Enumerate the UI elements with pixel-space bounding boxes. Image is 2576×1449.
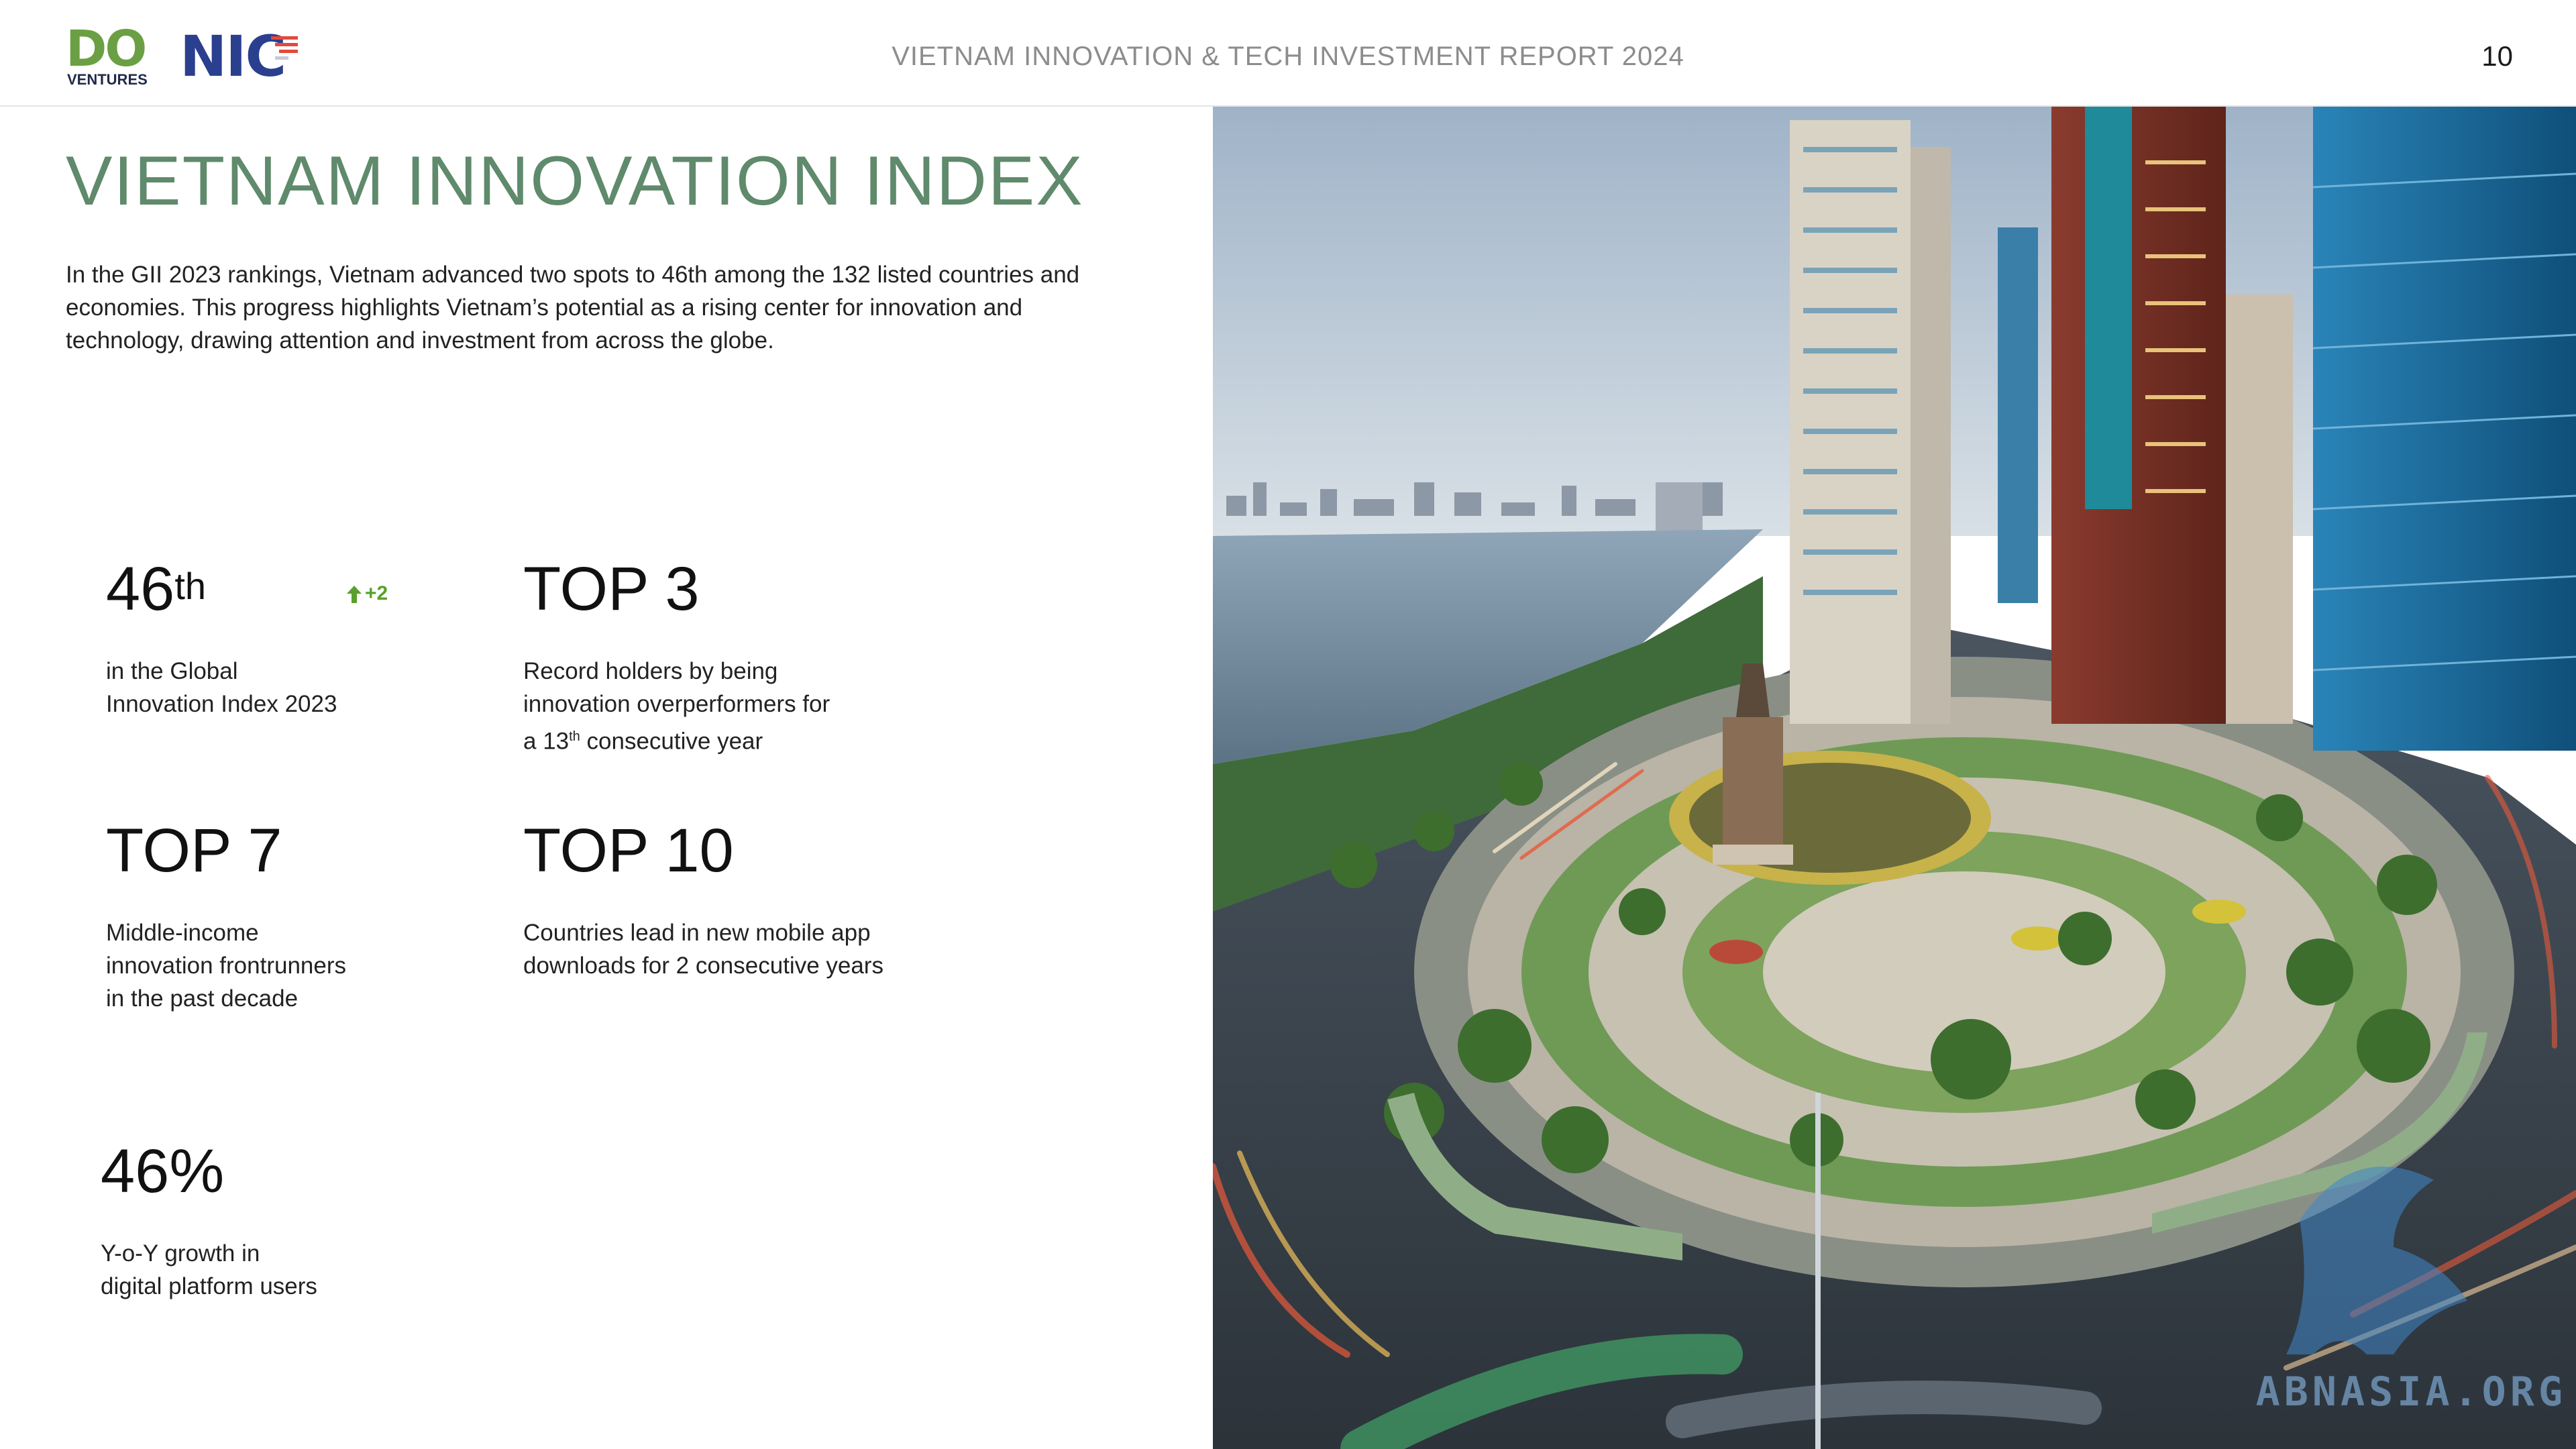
- nic-logo: NIC: [180, 24, 301, 85]
- stat-rank-suffix: th: [174, 565, 207, 607]
- stat-growth-desc: Y-o-Y growth in digital platform users: [101, 1240, 317, 1299]
- stat-top3-desc-line3-sup: th: [569, 729, 580, 744]
- page-number: 10: [2481, 40, 2513, 72]
- stat-top3-desc-line1: Record holders by being: [523, 658, 778, 684]
- stat-top3-desc-line2: innovation overperformers for: [523, 691, 830, 717]
- stat-top7-value: TOP 7: [106, 816, 282, 885]
- rank-change-value: +2: [365, 582, 388, 604]
- stat-rank: 46th +2 in the Global Innovation Index 2…: [106, 555, 455, 720]
- page-title: VIETNAM INNOVATION INDEX: [66, 142, 1084, 220]
- do-ventures-logo-mark: DO: [66, 20, 147, 78]
- do-ventures-logo-sub: VENTURES: [67, 71, 148, 88]
- do-ventures-logo: DO VENTURES: [66, 24, 153, 91]
- stat-growth-value: 46%: [101, 1137, 225, 1205]
- intro-paragraph: In the GII 2023 rankings, Vietnam advanc…: [66, 262, 1080, 354]
- stat-top10-value: TOP 10: [523, 816, 734, 885]
- page-header: DO VENTURES NIC VIETNAM INNOVATION & TEC…: [0, 0, 2576, 107]
- stat-growth: 46% Y-o-Y growth in digital platform use…: [101, 1138, 476, 1303]
- stat-top3-desc-line3-pre: a 13: [523, 728, 570, 755]
- stat-rank-number: 46: [106, 555, 175, 623]
- city-roundabout-photo: ABNASIA.ORG: [1213, 107, 2576, 1449]
- stat-top3-desc: Record holders by being innovation overpe…: [523, 655, 993, 758]
- city-roundabout-illustration: [1213, 107, 2576, 1449]
- rank-change-badge: +2: [346, 582, 388, 605]
- nic-logo-text: NIC: [180, 23, 286, 89]
- stat-top10-desc: Countries lead in new mobile app downloa…: [523, 920, 883, 979]
- stat-rank-value: 46th: [106, 555, 455, 623]
- nic-flag-icon: [271, 36, 298, 60]
- arrow-up-icon: [347, 586, 362, 604]
- stat-top3: TOP 3 Record holders by being innovation …: [523, 555, 993, 758]
- stat-top10: TOP 10 Countries lead in new mobile app …: [523, 817, 1033, 982]
- stat-top7-desc: Middle-income innovation frontrunners in…: [106, 920, 346, 1012]
- report-title: VIETNAM INNOVATION & TECH INVESTMENT REP…: [892, 42, 1684, 71]
- watermark-emblem-icon: [2286, 1167, 2467, 1354]
- stat-top7: TOP 7 Middle-income innovation frontrunn…: [106, 817, 482, 1015]
- stat-top3-value: TOP 3: [523, 555, 700, 623]
- stat-rank-desc: in the Global Innovation Index 2023: [106, 658, 337, 717]
- watermark-text: ABNASIA.ORG: [2255, 1368, 2567, 1415]
- stat-top3-desc-line3-post: consecutive year: [580, 728, 763, 755]
